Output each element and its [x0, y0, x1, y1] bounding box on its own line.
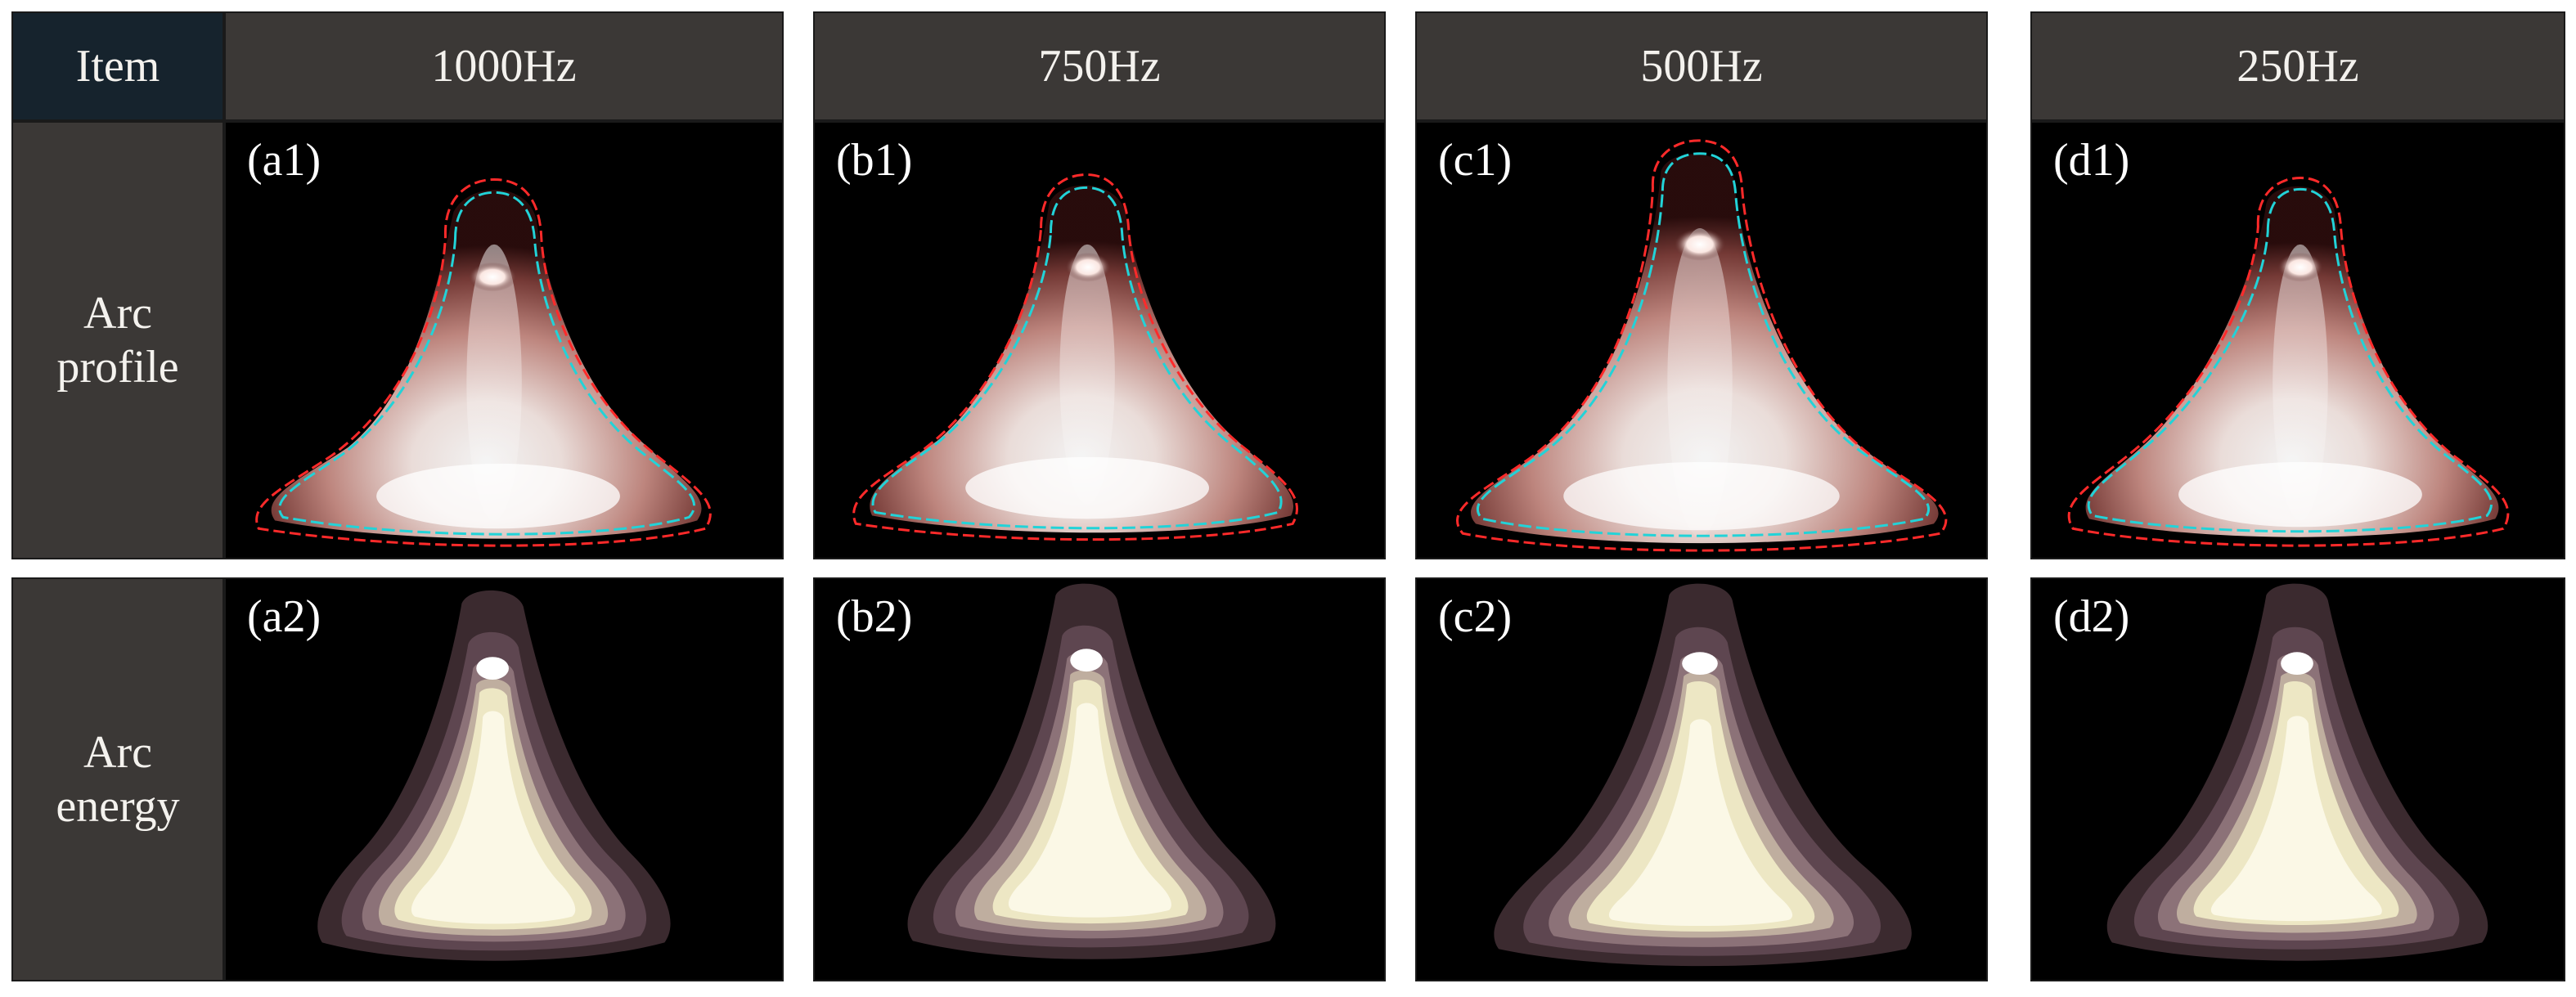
arc-energy-image [1494, 583, 1912, 967]
panel-label: (a2) [247, 591, 321, 642]
panel-label: (a1) [247, 135, 321, 186]
header-250hz: 250Hz [2030, 11, 2565, 121]
header-label: 250Hz [2237, 41, 2359, 92]
header-label: 1000Hz [431, 41, 577, 92]
arc-energy-image [907, 583, 1276, 959]
panel-arc-energy-250hz: (d2) [2030, 577, 2565, 981]
panel-arc-profile-1000hz: (a1) [224, 121, 784, 559]
arc-profile-image [255, 177, 712, 547]
panel-label: (c1) [1438, 135, 1513, 186]
arc-profile-image [2067, 177, 2510, 547]
panel-label: (b2) [836, 591, 913, 642]
header-label: 750Hz [1038, 41, 1161, 92]
panel-arc-profile-500hz: (c1) [1415, 121, 1988, 559]
header-750hz: 750Hz [813, 11, 1386, 121]
panel-arc-profile-250hz: (d1) [2030, 121, 2565, 559]
row-label-line: profile [56, 342, 179, 393]
row-label-line: Arc [83, 727, 152, 778]
panel-label: (b1) [836, 135, 913, 186]
header-500hz: 500Hz [1415, 11, 1988, 121]
arc-profile-image [852, 173, 1298, 541]
arc-profile-image [1456, 139, 1948, 552]
row-label-arc-energy: Arc energy [11, 577, 224, 981]
header-item: Item [11, 11, 224, 121]
row-label-arc-profile: Arc profile [11, 121, 224, 559]
panel-label: (c2) [1438, 591, 1513, 642]
header-label: 500Hz [1640, 41, 1763, 92]
header-1000hz: 1000Hz [224, 11, 784, 121]
arc-energy-image [317, 590, 671, 961]
panel-label: (d1) [2053, 135, 2130, 186]
panel-arc-profile-750hz: (b1) [813, 121, 1386, 559]
panel-arc-energy-1000hz: (a2) [224, 577, 784, 981]
row-label-line: energy [56, 781, 180, 832]
panel-arc-energy-750hz: (b2) [813, 577, 1386, 981]
panel-label: (d2) [2053, 591, 2130, 642]
header-item-label: Item [75, 41, 160, 92]
panel-arc-energy-500hz: (c2) [1415, 577, 1988, 981]
row-label-line: Arc [83, 288, 152, 339]
arc-energy-image [2106, 583, 2488, 961]
